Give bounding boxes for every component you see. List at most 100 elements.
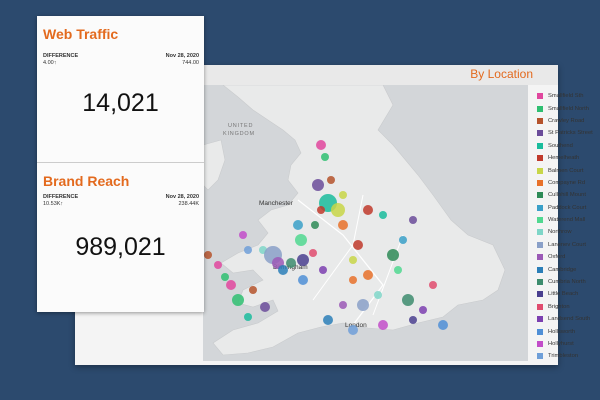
legend-label: Northrow [548, 229, 572, 236]
legend-item[interactable]: Hemelheath [537, 152, 600, 164]
map-card: By Location UNITED KINGDOM Manchester Bi… [75, 65, 593, 365]
brand-reach-difference-value: 10.53K↑ [43, 201, 64, 207]
location-bubble[interactable] [239, 231, 247, 239]
web-traffic-panel: Web Traffic DIFFERENCE Nov 28, 2020 4.00… [37, 16, 204, 162]
location-bubble[interactable] [402, 294, 414, 306]
legend-item[interactable]: Hollsworth [537, 325, 600, 337]
location-bubble[interactable] [244, 246, 252, 254]
legend-swatch [537, 93, 543, 100]
legend-item[interactable]: Hollyhurst [537, 338, 600, 350]
map-title: By Location [470, 67, 533, 81]
location-bubble[interactable] [321, 153, 329, 161]
location-bubble[interactable] [286, 258, 296, 268]
legend-swatch [537, 105, 543, 112]
location-bubble[interactable] [409, 216, 417, 224]
location-bubble[interactable] [349, 276, 357, 284]
legend-item[interactable]: Compayne Rd [537, 177, 600, 189]
legend-item[interactable]: Cullohill Mount [537, 189, 600, 201]
location-bubble[interactable] [298, 275, 308, 285]
location-bubble[interactable] [339, 301, 347, 309]
location-bubble[interactable] [260, 302, 270, 312]
location-bubble[interactable] [311, 221, 319, 229]
location-bubble[interactable] [363, 205, 373, 215]
location-bubble[interactable] [312, 179, 324, 191]
location-bubble[interactable] [387, 249, 399, 261]
location-bubble[interactable] [319, 266, 327, 274]
legend-label: Crawley Road [548, 117, 585, 124]
legend-swatch [537, 316, 543, 323]
legend-swatch [537, 266, 543, 273]
web-traffic-difference-label: DIFFERENCE [43, 53, 79, 59]
legend-item[interactable]: Balmen Court [537, 164, 600, 176]
location-bubble[interactable] [295, 234, 307, 246]
location-bubble[interactable] [374, 291, 382, 299]
legend: Smallfield Sth Smallfield North Crawley Ro… [537, 90, 600, 363]
location-bubble[interactable] [232, 294, 244, 306]
legend-swatch [537, 179, 543, 186]
legend-item[interactable]: Cumbria North [537, 276, 600, 288]
location-bubble[interactable] [348, 325, 358, 335]
location-bubble[interactable] [309, 249, 317, 257]
legend-swatch [537, 279, 543, 286]
location-bubble[interactable] [221, 273, 229, 281]
legend-item[interactable]: Smallfield North [537, 102, 600, 114]
location-bubble[interactable] [394, 266, 402, 274]
location-bubble[interactable] [338, 220, 348, 230]
legend-item[interactable]: Southend [537, 140, 600, 152]
legend-item[interactable]: Brighton [537, 301, 600, 313]
location-bubble[interactable] [226, 280, 236, 290]
location-bubble[interactable] [339, 191, 347, 199]
legend-label: Little Beach [548, 291, 579, 298]
map-svg: UNITED KINGDOM Manchester Birmingham Lon… [203, 85, 528, 361]
location-bubble[interactable] [244, 313, 252, 321]
location-bubble[interactable] [316, 140, 326, 150]
location-bubble[interactable] [323, 315, 333, 325]
legend-item[interactable]: Little Beach [537, 288, 600, 300]
location-bubble[interactable] [378, 320, 388, 330]
legend-swatch [537, 167, 543, 174]
legend-item[interactable]: Smallfield Sth [537, 90, 600, 102]
brand-reach-panel: Brand Reach DIFFERENCE Nov 28, 2020 10.5… [37, 163, 204, 312]
legend-item[interactable]: Landsend South [537, 313, 600, 325]
location-bubble[interactable] [317, 206, 325, 214]
web-traffic-meta: DIFFERENCE Nov 28, 2020 4.00↑ 744.00 [43, 53, 199, 67]
location-bubble[interactable] [419, 306, 427, 314]
location-bubble[interactable] [204, 251, 212, 259]
location-bubble[interactable] [379, 211, 387, 219]
location-bubble[interactable] [214, 261, 222, 269]
location-bubble[interactable] [331, 203, 345, 217]
legend-item[interactable]: Paddock Court [537, 202, 600, 214]
brand-reach-meta: DIFFERENCE Nov 28, 2020 10.53K↑ 238.44K [43, 194, 199, 208]
location-bubble[interactable] [297, 254, 309, 266]
legend-swatch [537, 142, 543, 149]
location-bubble[interactable] [438, 320, 448, 330]
location-bubble[interactable] [349, 256, 357, 264]
legend-item[interactable]: Northrow [537, 226, 600, 238]
location-bubble[interactable] [429, 281, 437, 289]
web-traffic-difference-value: 4.00↑ [43, 60, 57, 66]
web-traffic-value: 14,021 [82, 89, 159, 117]
web-traffic-title: Web Traffic [43, 26, 119, 42]
location-map[interactable]: UNITED KINGDOM Manchester Birmingham Lon… [203, 85, 528, 361]
location-bubble[interactable] [409, 316, 417, 324]
location-bubble[interactable] [357, 299, 369, 311]
location-bubble[interactable] [353, 240, 363, 250]
location-bubble[interactable] [327, 176, 335, 184]
location-bubble[interactable] [399, 236, 407, 244]
road [372, 234, 404, 316]
legend-item[interactable]: Crawley Road [537, 115, 600, 127]
legend-swatch [537, 241, 543, 248]
legend-item[interactable]: Cambridge [537, 263, 600, 275]
legend-label: Cumbria North [548, 279, 586, 286]
legend-label: Landsend South [548, 316, 591, 323]
legend-item[interactable]: Trimbleston [537, 350, 600, 362]
legend-label: Waterend Mall [548, 217, 586, 224]
legend-item[interactable]: St Patricks Street [537, 127, 600, 139]
location-bubble[interactable] [249, 286, 257, 294]
legend-item[interactable]: Lanenev Court [537, 239, 600, 251]
location-bubble[interactable] [278, 265, 288, 275]
location-bubble[interactable] [293, 220, 303, 230]
location-bubble[interactable] [363, 270, 373, 280]
legend-item[interactable]: Oxford [537, 251, 600, 263]
legend-item[interactable]: Waterend Mall [537, 214, 600, 226]
